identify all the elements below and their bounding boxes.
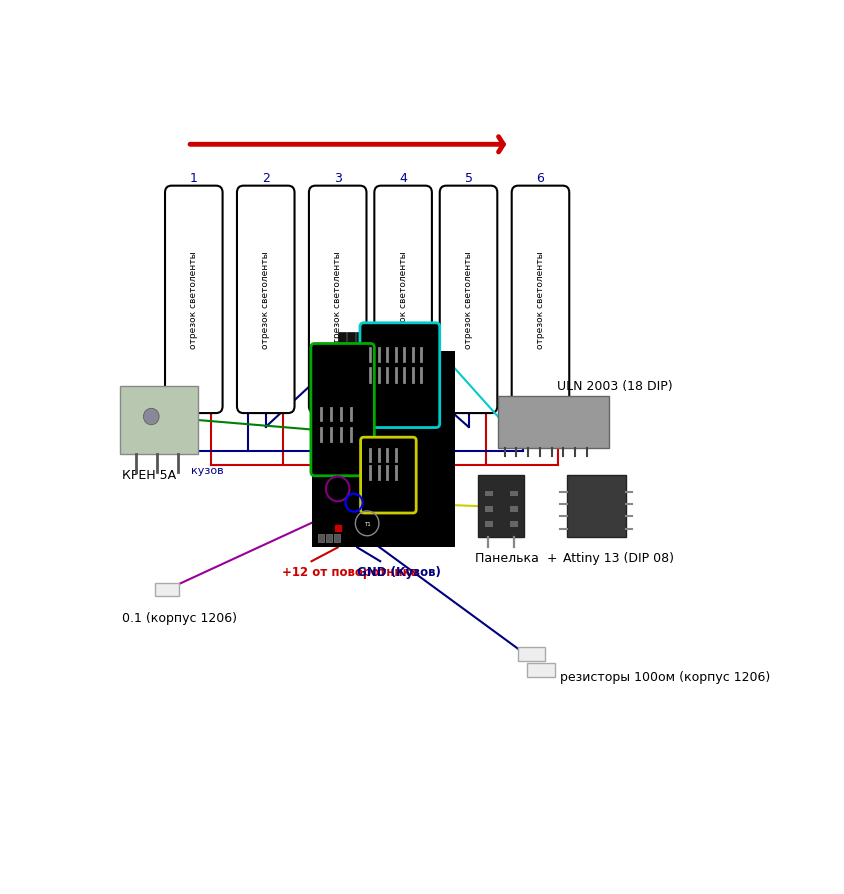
Text: 6: 6 [537, 172, 544, 185]
Bar [498, 396, 609, 448]
Text: 1: 1 [190, 172, 197, 185]
FancyBboxPatch shape [165, 187, 223, 414]
FancyBboxPatch shape [360, 438, 416, 513]
Bar [510, 507, 517, 512]
Text: 5: 5 [464, 172, 473, 185]
Bar [326, 534, 332, 543]
Bar [479, 476, 524, 537]
Bar [154, 584, 180, 596]
Bar [510, 492, 517, 497]
Text: ULN 2003 (18 DIP): ULN 2003 (18 DIP) [557, 380, 673, 392]
Bar [566, 476, 625, 537]
Text: отрезок светоленты: отрезок светоленты [536, 251, 545, 349]
Bar [347, 333, 355, 351]
Text: КРЕН 5А: КРЕН 5А [122, 468, 176, 482]
Bar [392, 333, 401, 351]
Text: Attiny 13 (DIP 08): Attiny 13 (DIP 08) [564, 552, 674, 564]
Text: 0.1 (корпус 1206): 0.1 (корпус 1206) [122, 611, 237, 624]
Text: отрезок светоленты: отрезок светоленты [262, 251, 270, 349]
FancyBboxPatch shape [511, 187, 569, 414]
Text: 4: 4 [399, 172, 407, 185]
Bar [333, 534, 339, 543]
Bar [365, 333, 374, 351]
FancyBboxPatch shape [440, 187, 497, 414]
Text: отрезок светоленты: отрезок светоленты [333, 251, 342, 349]
Text: Панелька  +: Панелька + [475, 552, 558, 564]
Text: резисторы 100ом (корпус 1206): резисторы 100ом (корпус 1206) [560, 670, 771, 683]
Circle shape [143, 409, 160, 426]
Text: +12 от поворотника: +12 от поворотника [282, 565, 419, 578]
Bar [356, 333, 365, 351]
Text: T1: T1 [364, 521, 371, 527]
Text: отрезок светоленты: отрезок светоленты [189, 251, 198, 349]
Bar [120, 386, 198, 455]
Text: GND (Кузов): GND (Кузов) [357, 565, 441, 578]
Text: отрезок светоленты: отрезок светоленты [464, 251, 473, 349]
Bar [383, 333, 392, 351]
FancyBboxPatch shape [309, 187, 366, 414]
Text: 2: 2 [262, 172, 270, 185]
FancyBboxPatch shape [375, 187, 432, 414]
Bar [338, 333, 346, 351]
Bar [484, 522, 493, 527]
Bar [510, 522, 517, 527]
Bar [484, 492, 493, 497]
FancyBboxPatch shape [237, 187, 295, 414]
Bar [484, 507, 493, 512]
Bar [517, 647, 545, 662]
Text: 3: 3 [333, 172, 342, 185]
Bar [311, 351, 456, 548]
FancyBboxPatch shape [360, 324, 440, 428]
Bar [318, 534, 324, 543]
Bar [528, 663, 555, 678]
Text: кузов: кузов [191, 465, 223, 476]
Bar [375, 333, 383, 351]
Text: отрезок светоленты: отрезок светоленты [398, 251, 408, 349]
FancyBboxPatch shape [311, 344, 375, 477]
